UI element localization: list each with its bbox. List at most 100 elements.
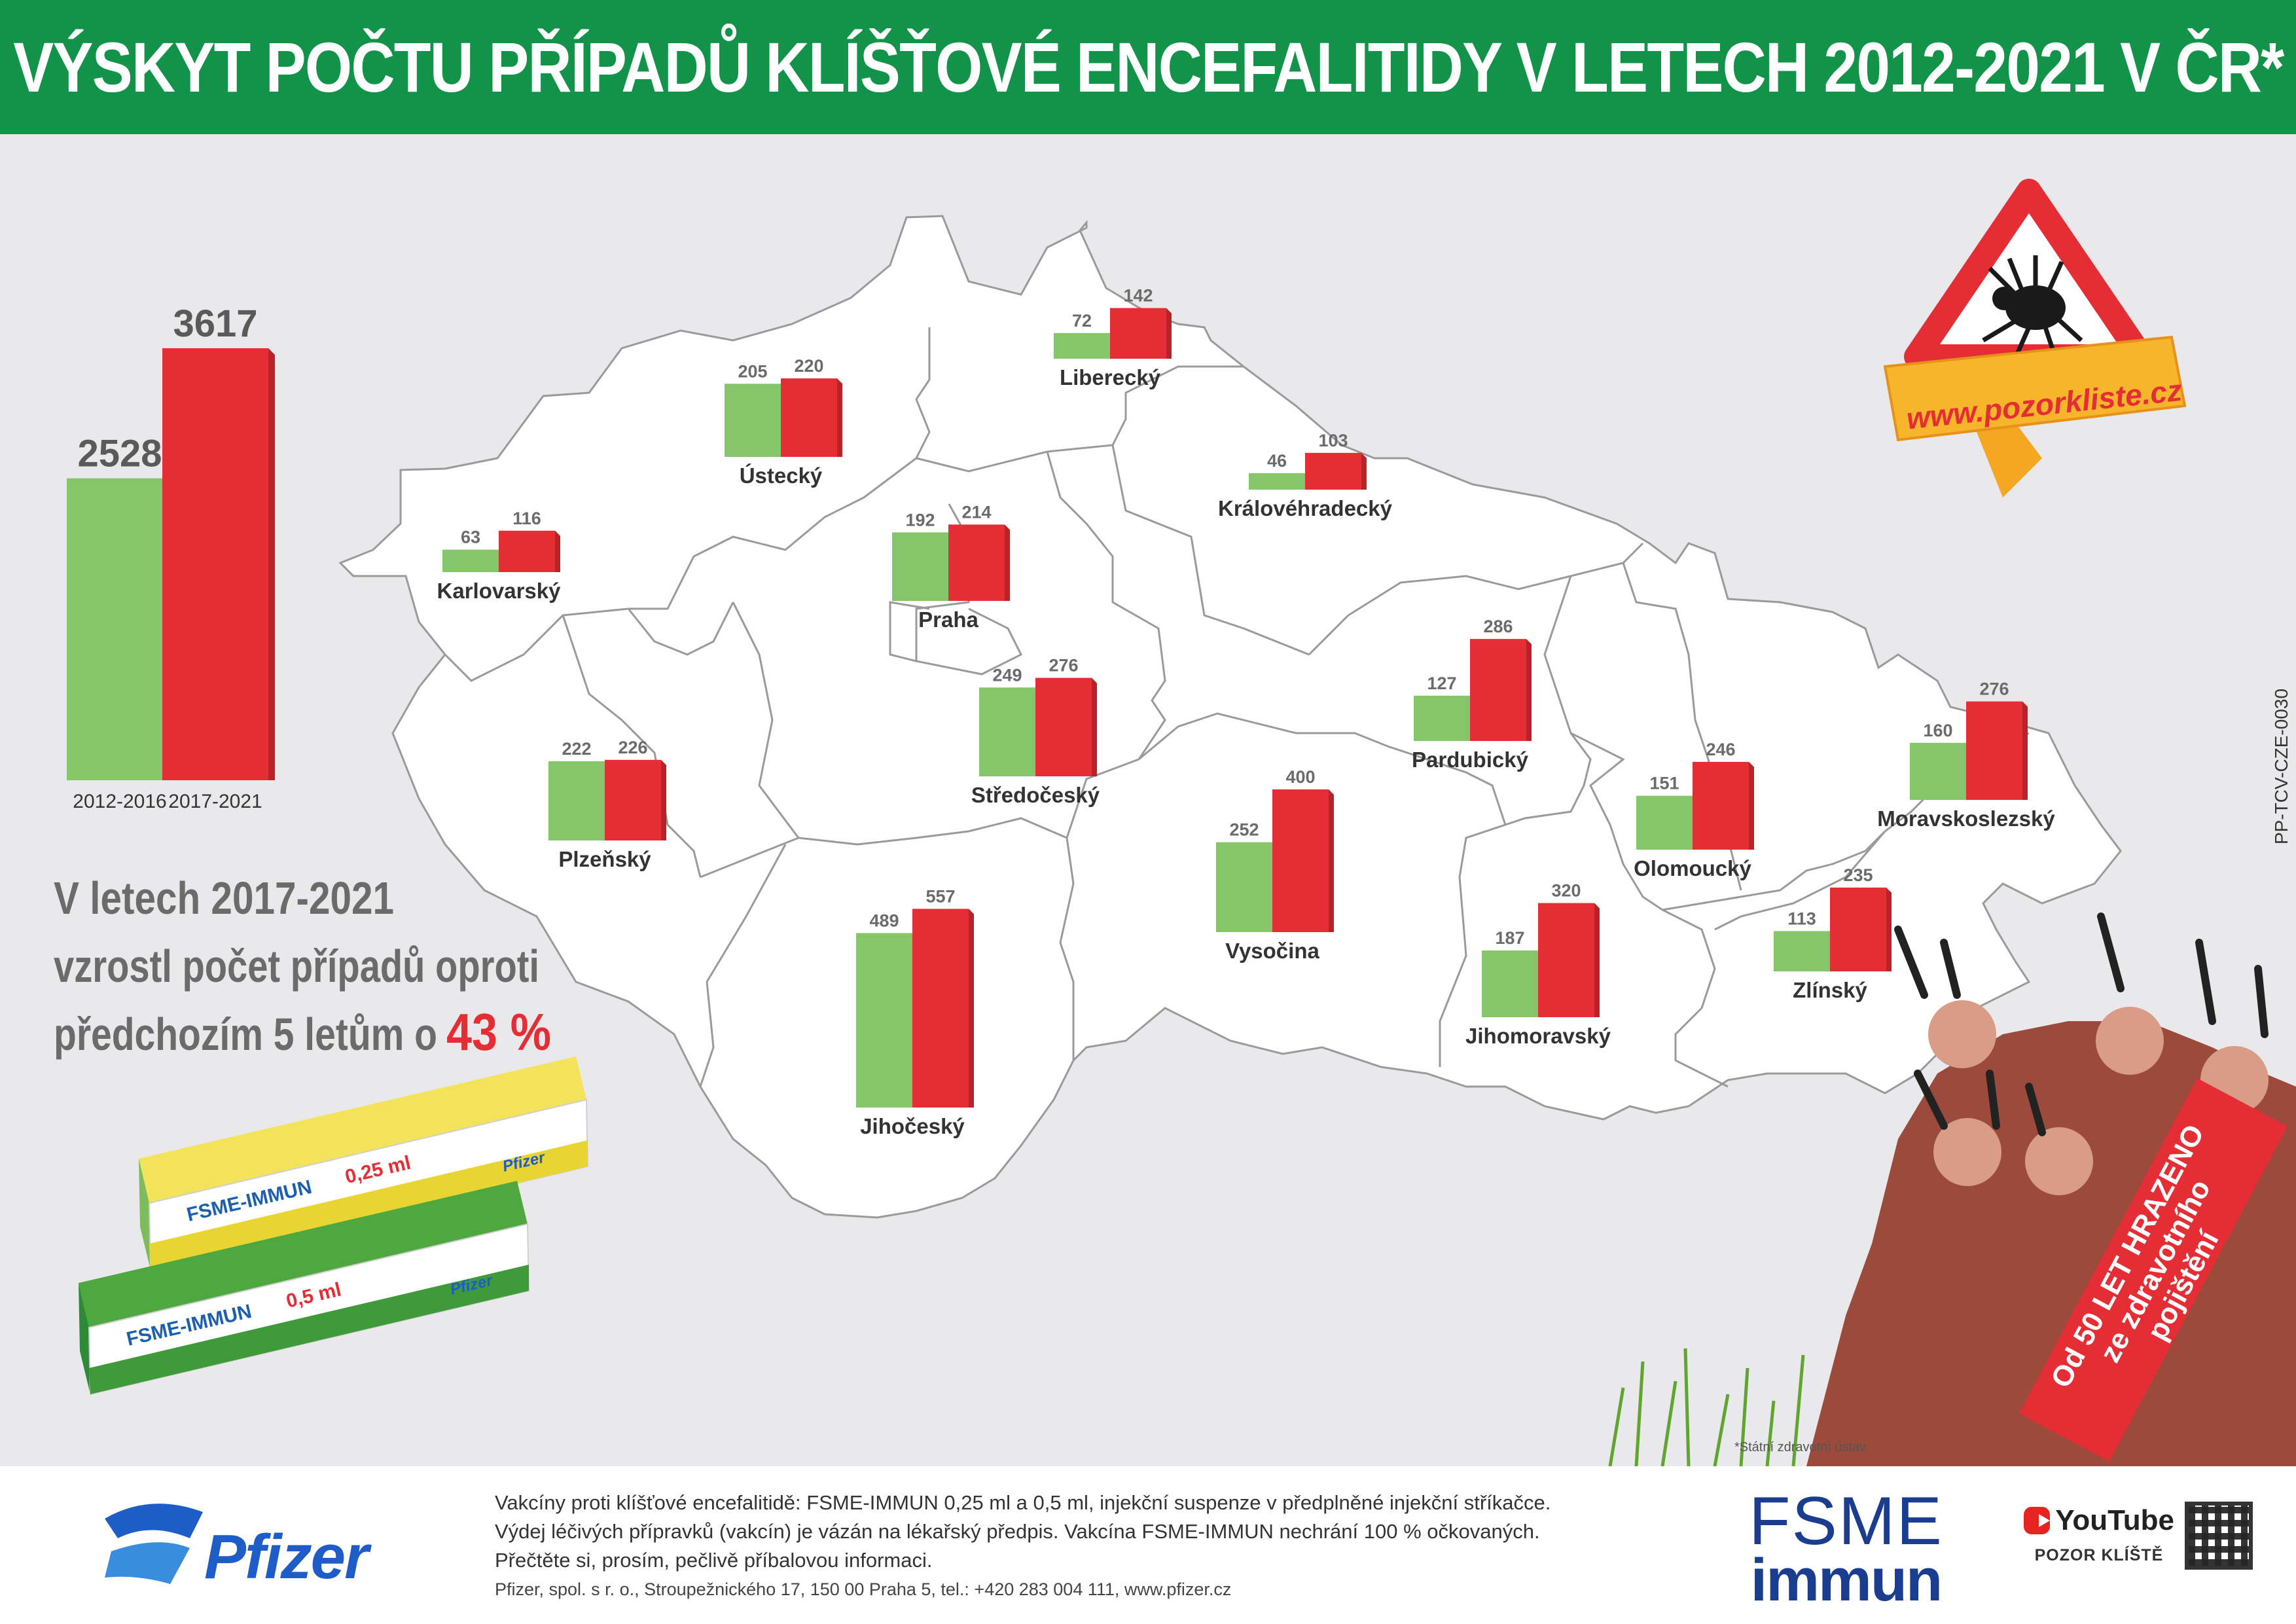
region-bar-side (1749, 761, 1754, 850)
region-bar-2017-2021 (499, 530, 555, 572)
region-bar-side (1092, 677, 1097, 776)
bar-category-2017-2021: 2017-2021 (168, 791, 262, 812)
region-bar-2017-2021 (1305, 452, 1361, 490)
region-Jihočeský: 489 557 Jihočeský (856, 886, 974, 1138)
region-bar-2012-2016 (1636, 795, 1693, 850)
region-name: Královéhradecký (1218, 496, 1393, 520)
region-bar-side (1526, 639, 1532, 741)
bar-value-2012-2016: 2528 (77, 433, 162, 475)
region-name: Vysočina (1225, 939, 1319, 963)
overall-bar-chart: 2528 2012-2016 3617 2017-2021 (67, 302, 275, 812)
region-bar-2012-2016 (1910, 742, 1966, 800)
summary-line-3: předchozím 5 letům o (54, 1009, 437, 1060)
region-bar-2012-2016 (856, 933, 912, 1108)
fsme-logo-top: FSME (1749, 1483, 1943, 1559)
region-bar-side (1594, 903, 1600, 1017)
source-footnote: *Státní zdravotní ústav (1734, 1440, 1867, 1454)
youtube-link[interactable]: YouTube POZOR KLÍŠTĚ (2024, 1504, 2174, 1565)
region-name: Jihočeský (860, 1114, 965, 1138)
region-name: Praha (918, 607, 978, 632)
region-value: 116 (512, 509, 541, 528)
region-name: Karlovarský (437, 579, 562, 603)
tick-icon (1982, 255, 2083, 358)
region-bar-side (969, 909, 974, 1108)
region-value: 400 (1285, 767, 1315, 787)
region-Olomoucký: 151 246 Olomoucký (1634, 740, 1754, 880)
region-value: 246 (1706, 740, 1735, 759)
region-value: 226 (618, 738, 647, 757)
bar-category-2012-2016: 2012-2016 (73, 791, 166, 812)
region-value: 222 (562, 739, 591, 759)
region-bar-side (1005, 524, 1010, 601)
region-bar-2012-2016 (442, 549, 499, 572)
pfizer-logo-icon (105, 1504, 203, 1584)
infographic-canvas: 2528 2012-2016 3617 2017-2021 72 142 Libereck… (54, 179, 2296, 1466)
regional-bar-charts: 72 142 Liberecký 205 220 Ústecký 46 103 Královéh… (437, 286, 2056, 1138)
region-name: Liberecký (1060, 365, 1161, 389)
region-Liberecký: 72 142 Liberecký (1054, 286, 1172, 389)
region-bar-side (837, 378, 842, 457)
region-bar-side (1329, 789, 1334, 932)
region-value: 235 (1843, 865, 1873, 885)
bar-value-2017-2021: 3617 (173, 302, 257, 345)
region-value: 249 (992, 665, 1022, 685)
legal-line-4: Pfizer, spol. s r. o., Stroupežnického 1… (495, 1579, 1232, 1599)
fsme-logo-bottom: immun (1750, 1547, 1943, 1614)
region-Zlínský: 113 235 Zlínský (1774, 865, 1892, 1002)
region-bar-2017-2021 (948, 524, 1005, 601)
region-Karlovarský: 63 116 Karlovarský (437, 509, 562, 603)
region-Středočeský: 249 276 Středočeský (971, 656, 1100, 807)
product-box-05: FSME-IMMUN 0,5 ml Pfizer (79, 1181, 530, 1396)
footer: Pfizer Vakcíny proti klíšťové encefaliti… (0, 1466, 2296, 1624)
region-value: 103 (1318, 431, 1348, 450)
region-name: Plzeňský (558, 847, 651, 871)
summary-percent: 43 % (446, 1003, 551, 1061)
region-bar-2012-2016 (979, 687, 1035, 776)
region-Jihomoravský: 187 320 Jihomoravský (1465, 881, 1611, 1048)
region-Moravskoslezský: 160 276 Moravskoslezský (1877, 679, 2055, 831)
region-Plzeňský: 222 226 Plzeňský (548, 738, 666, 871)
bar-2017-2021 (162, 348, 268, 780)
region-name: Ústecký (740, 463, 823, 488)
region-bar-2012-2016 (1054, 333, 1110, 359)
region-bar-2017-2021 (1272, 789, 1329, 932)
region-bar-2017-2021 (1830, 887, 1886, 971)
page-title: VÝSKYT POČTU PŘÍPADŮ KLÍŠŤOVÉ ENCEFALITI… (12, 27, 2284, 107)
region-Královéhradecký: 46 103 Královéhradecký (1218, 431, 1393, 520)
region-value: 205 (738, 361, 767, 381)
region-value: 192 (905, 510, 935, 530)
region-name: Jihomoravský (1465, 1024, 1611, 1048)
region-value: 220 (794, 356, 823, 376)
region-bar-side (1886, 887, 1892, 971)
region-value: 276 (1049, 656, 1078, 676)
region-value: 160 (1923, 721, 1952, 740)
pfizer-wordmark: Pfizer (204, 1522, 368, 1592)
legal-line-1: Vakcíny proti klíšťové encefalitidě: FSM… (495, 1491, 1551, 1514)
bar-side-2017-2021 (268, 348, 275, 780)
region-value: 214 (961, 502, 991, 522)
region-name: Pardubický (1412, 748, 1529, 772)
region-bar-2012-2016 (1482, 950, 1538, 1017)
region-bar-side (1361, 452, 1367, 490)
document-code: PP-TCV-CZE-0030 (2271, 688, 2291, 844)
youtube-label: YouTube (2055, 1504, 2174, 1536)
region-bar-2012-2016 (725, 384, 781, 457)
region-value: 276 (1979, 679, 2009, 699)
region-value: 252 (1229, 820, 1259, 840)
region-name: Středočeský (971, 783, 1100, 807)
region-bar-2017-2021 (781, 378, 837, 457)
legal-text: Vakcíny proti klíšťové encefalitidě: FSM… (495, 1489, 1738, 1604)
region-bar-2012-2016 (1414, 695, 1470, 741)
region-bar-2017-2021 (1470, 639, 1526, 741)
region-bar-2012-2016 (548, 761, 605, 840)
region-bar-2017-2021 (1110, 308, 1166, 359)
region-bar-2017-2021 (1693, 761, 1749, 850)
qr-code-icon[interactable] (2185, 1502, 2253, 1570)
bar-2012-2016 (67, 478, 173, 780)
region-value: 557 (925, 886, 955, 906)
region-bar-2012-2016 (1216, 842, 1272, 932)
region-bar-side (2022, 701, 2028, 800)
legal-line-2: Výdej léčivých přípravků (vakcín) je váz… (495, 1520, 1540, 1543)
region-value: 320 (1551, 881, 1581, 901)
region-bar-2017-2021 (912, 909, 969, 1108)
